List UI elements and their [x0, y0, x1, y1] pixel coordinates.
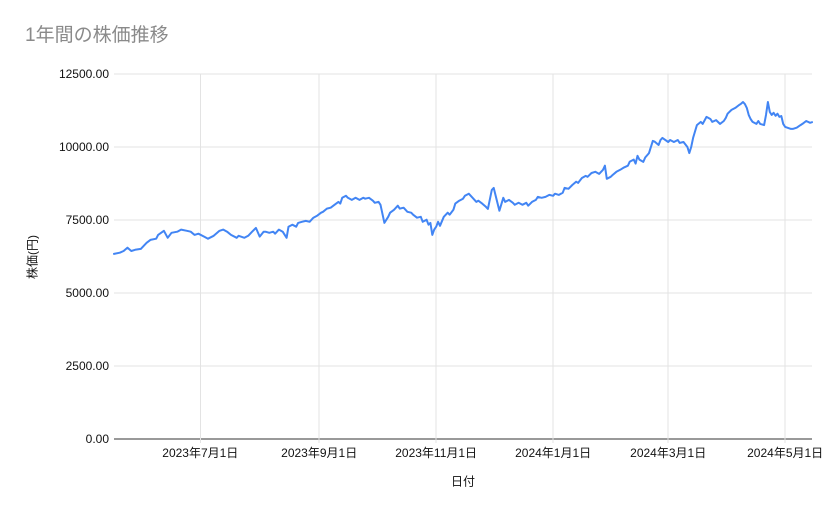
y-tick-label: 0.00 — [86, 432, 110, 446]
x-tick-label: 2023年11月1日 — [395, 446, 477, 460]
x-tick-label: 2023年9月1日 — [281, 446, 357, 460]
chart-title: 1年間の株価推移 — [25, 25, 169, 46]
x-tick-label: 2024年1月1日 — [515, 446, 591, 460]
y-tick-label: 2500.00 — [66, 359, 110, 373]
x-tick-label: 2024年3月1日 — [630, 446, 706, 460]
x-axis-title: 日付 — [450, 474, 476, 489]
y-tick-label: 10000.00 — [59, 140, 109, 154]
y-tick-label: 5000.00 — [66, 286, 110, 300]
y-tick-label: 12500.00 — [59, 67, 109, 81]
x-tick-label: 2023年7月1日 — [162, 446, 238, 460]
x-tick-label: 2024年5月1日 — [747, 446, 823, 460]
y-tick-label: 7500.00 — [66, 213, 110, 227]
price-line — [113, 101, 813, 255]
